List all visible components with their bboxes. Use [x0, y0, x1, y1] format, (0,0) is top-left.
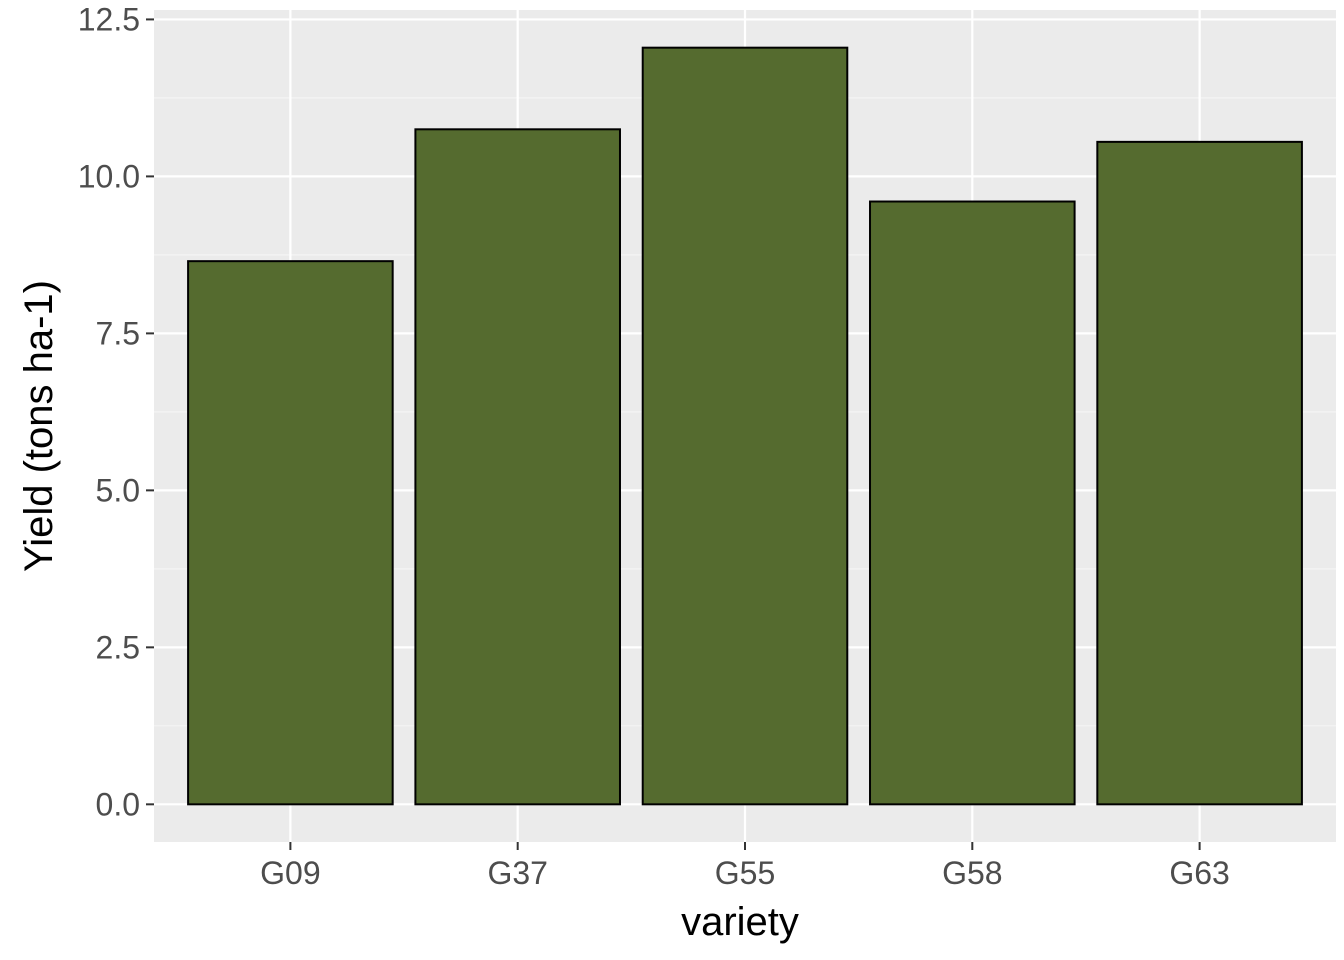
y-tick-label: 10.0: [78, 158, 140, 194]
bar-g37: [414, 128, 621, 806]
y-axis-title: Yield (tons ha-1): [17, 280, 61, 572]
y-tick-label: 0.0: [96, 786, 140, 822]
x-tick-label: G55: [715, 855, 775, 891]
y-tick-label: 12.5: [78, 1, 140, 37]
x-tick-label: G09: [260, 855, 320, 891]
x-tick-label: G58: [942, 855, 1002, 891]
x-tick-label: G37: [487, 855, 547, 891]
bars-group: [187, 46, 1303, 806]
x-axis: G09 G37 G55 G58 G63: [260, 842, 1230, 891]
bar-g09: [187, 260, 394, 806]
y-axis: 0.0 2.5 5.0 7.5 10.0 12.5: [78, 1, 154, 822]
bar-g63: [1096, 140, 1303, 806]
y-tick-label: 7.5: [96, 315, 140, 351]
bar-g55: [641, 46, 849, 806]
y-tick-label: 5.0: [96, 472, 140, 508]
x-axis-title: variety: [681, 900, 799, 944]
bar-g58: [869, 200, 1076, 806]
y-tick-label: 2.5: [96, 629, 140, 665]
x-tick-label: G63: [1169, 855, 1229, 891]
